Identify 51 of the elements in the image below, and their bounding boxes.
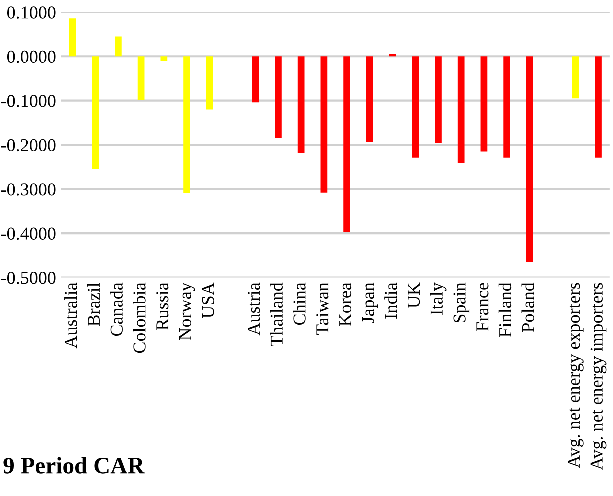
- x-tick-label: Spain: [454, 282, 470, 323]
- bar: [320, 56, 328, 193]
- x-tick-label: Italy: [430, 282, 447, 316]
- x-tick-label: Brazil: [87, 282, 100, 326]
- bar: [480, 56, 488, 152]
- bar: [366, 56, 374, 142]
- bar: [298, 56, 305, 154]
- x-tick-label: Taiwan: [316, 282, 329, 336]
- bar: [275, 56, 282, 138]
- x-tick-label: Finland: [498, 282, 512, 338]
- x-tick-label: Norway: [179, 282, 196, 340]
- x-tick-label: Japan: [362, 282, 378, 324]
- bar: [595, 56, 602, 158]
- bar: [504, 56, 510, 158]
- y-tick-label: -0.1000: [1, 95, 56, 108]
- bar: [412, 56, 420, 158]
- bar: [252, 56, 260, 103]
- y-tick-label: -0.4000: [1, 228, 56, 240]
- bar: [92, 56, 100, 169]
- bar: [572, 56, 580, 99]
- x-tick-label: China: [293, 282, 306, 326]
- bar: [458, 56, 465, 164]
- y-tick-label: -0.5000: [1, 272, 56, 284]
- y-tick-label: -0.2000: [1, 139, 56, 152]
- y-tick-label: 0.0000: [7, 50, 56, 64]
- x-tick-label: Avg. net energy importers: [590, 283, 607, 470]
- bar: [138, 56, 145, 100]
- bar: [160, 56, 168, 62]
- x-tick-label: Canada: [110, 282, 123, 336]
- bar: [526, 56, 534, 262]
- y-tick-label: 0.1000: [7, 6, 56, 19]
- bar: [344, 56, 350, 232]
- x-tick-label: Thailand: [270, 282, 283, 346]
- x-tick-label: UK: [408, 282, 420, 308]
- bar: [184, 56, 190, 194]
- bar: [435, 56, 442, 144]
- x-tick-label: Australia: [64, 282, 78, 349]
- x-tick-label: Avg. net energy exporters: [568, 283, 584, 468]
- bar: [206, 56, 214, 110]
- x-tick-label: France: [476, 283, 489, 332]
- bar: [115, 36, 122, 57]
- text: 9 Period CAR: [4, 457, 145, 474]
- x-tick-label: Austria: [248, 282, 260, 336]
- x-tick-label: Colombia: [133, 282, 146, 354]
- x-tick-label: Russia: [156, 282, 169, 330]
- x-tick-label: Korea: [340, 282, 352, 326]
- x-tick-label: India: [384, 282, 398, 320]
- x-tick-label: Poland: [522, 282, 534, 332]
- bar: [69, 18, 76, 57]
- y-tick-label: -0.3000: [1, 184, 56, 196]
- x-tick-label: USA: [202, 282, 214, 318]
